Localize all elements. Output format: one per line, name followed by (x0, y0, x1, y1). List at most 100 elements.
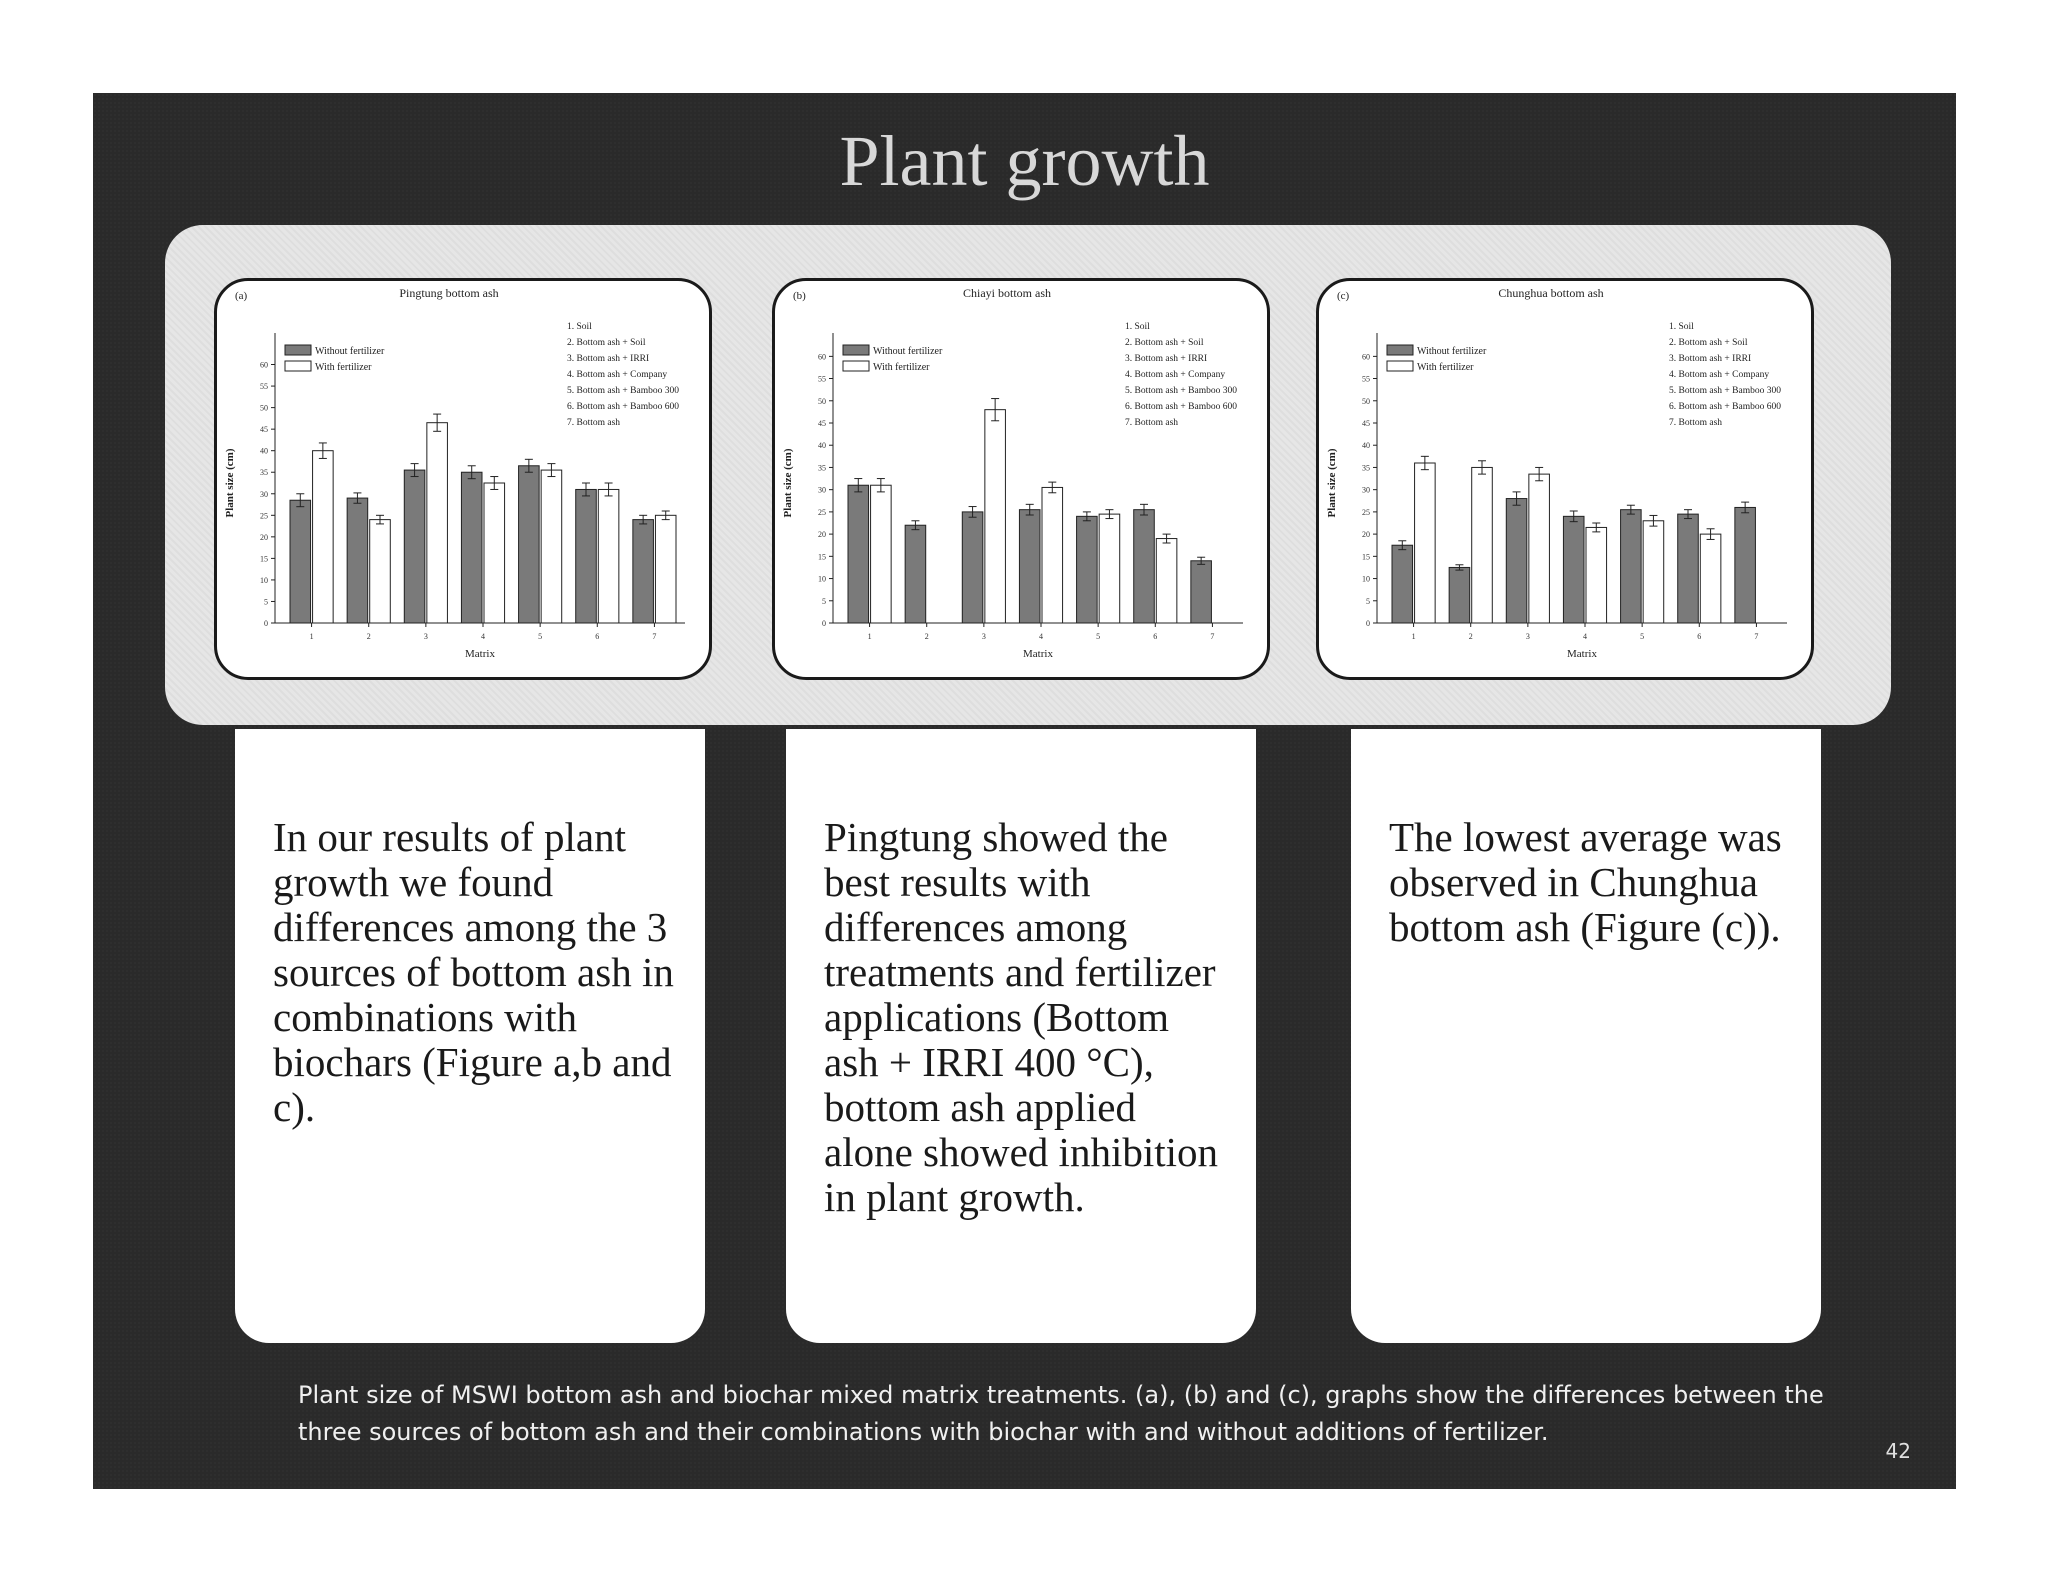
x-tick-label: 4 (1039, 632, 1043, 641)
bar-without-fertilizer (460, 471, 483, 624)
y-tick-label: 10 (818, 575, 826, 584)
x-axis-label: Matrix (1023, 648, 1053, 660)
legend-label: Without fertilizer (315, 346, 385, 357)
x-tick-label: 3 (424, 632, 428, 641)
legend-swatch (1386, 360, 1414, 372)
bar-without-fertilizer (1562, 515, 1585, 624)
y-tick-label: 0 (822, 619, 826, 628)
figure-caption: Plant size of MSWI bottom ash and biocha… (298, 1381, 1824, 1446)
bar-with-fertilizer (1642, 520, 1665, 624)
matrix-legend-item: 4. Bottom ash + Company (1669, 370, 1769, 380)
x-tick-label: 1 (868, 632, 872, 641)
legend-swatch (842, 344, 870, 356)
y-tick-label: 55 (260, 382, 268, 391)
y-tick-label: 50 (1362, 397, 1370, 406)
x-tick-label: 6 (595, 632, 599, 641)
bar-with-fertilizer (426, 422, 448, 624)
slide: Plant growth (a) Pingtung bottom ash 0 5 10 1… (93, 93, 1956, 1489)
legend-label: Without fertilizer (873, 346, 943, 357)
matrix-legend-item: 6. Bottom ash + Bamboo 600 (1669, 402, 1781, 412)
bar-without-fertilizer (1448, 566, 1471, 624)
matrix-legend-item: 7. Bottom ash (1125, 418, 1178, 428)
chart-chunghua: (c) Chunghua bottom ash051015202530354045… (1326, 286, 1787, 660)
text-card-right-body: The lowest average was observed in Chung… (1389, 814, 1782, 950)
bar-without-fertilizer (346, 497, 369, 624)
text-card-right: The lowest average was observed in Chung… (1351, 729, 1821, 1343)
bar-without-fertilizer (1190, 560, 1212, 624)
text-card-left: In our results of plant growth we found … (235, 729, 705, 1343)
y-tick-label: 0 (264, 619, 268, 628)
bar-without-fertilizer (1018, 509, 1041, 624)
page-number: 42 (1885, 1439, 1911, 1463)
matrix-legend-item: 7. Bottom ash (1669, 418, 1722, 428)
legend-swatch (842, 360, 870, 372)
y-axis-label: Plant size (cm) (224, 448, 236, 517)
bar-with-fertilizer (483, 482, 506, 624)
x-tick-label: 6 (1697, 632, 1701, 641)
legend-label: With fertilizer (315, 362, 372, 373)
matrix-legend-item: 1. Soil (567, 322, 592, 332)
y-tick-label: 15 (260, 554, 268, 563)
bar-with-fertilizer (1471, 466, 1493, 624)
y-tick-label: 40 (1362, 441, 1370, 450)
x-tick-label: 4 (1583, 632, 1587, 641)
bar-without-fertilizer (575, 488, 597, 624)
text-card-middle: Pingtung showed the best results with di… (786, 729, 1256, 1343)
x-tick-label: 3 (1526, 632, 1530, 641)
chart-chiayi: (b) Chiayi bottom ash05101520253035404550… (782, 286, 1243, 660)
legend-swatch (284, 360, 312, 372)
bar-without-fertilizer (904, 524, 927, 624)
bar-with-fertilizer (1098, 513, 1121, 624)
chart-card-chunghua: (c) Chunghua bottom ash 0 5 10 15 20 25 30 35 40 45… (1316, 278, 1814, 680)
x-tick-label: 5 (1640, 632, 1644, 641)
matrix-legend-item: 2. Bottom ash + Soil (567, 338, 646, 348)
legend-swatch (1386, 344, 1414, 356)
bar-without-fertilizer (1133, 509, 1155, 624)
legend-label: With fertilizer (1417, 362, 1474, 373)
y-tick-label: 50 (818, 397, 826, 406)
bar-with-fertilizer (1585, 526, 1608, 624)
bar-without-fertilizer (847, 484, 870, 624)
matrix-legend-item: 4. Bottom ash + Company (1125, 370, 1225, 380)
y-tick-label: 15 (818, 552, 826, 561)
matrix-legend-item: 4. Bottom ash + Company (567, 370, 667, 380)
x-tick-label: 2 (1469, 632, 1473, 641)
legend-swatch (284, 344, 312, 356)
legend-label: Without fertilizer (1417, 346, 1487, 357)
matrix-legend-item: 5. Bottom ash + Bamboo 300 (567, 386, 679, 396)
y-tick-label: 60 (260, 361, 268, 370)
bar-with-fertilizer (1155, 538, 1178, 624)
bar-without-fertilizer (1620, 509, 1642, 624)
matrix-legend-item: 1. Soil (1669, 322, 1694, 332)
x-axis-label: Matrix (1567, 648, 1597, 660)
legend-label: With fertilizer (873, 362, 930, 373)
x-tick-label: 7 (1210, 632, 1214, 641)
bar-with-fertilizer (984, 409, 1006, 624)
bar-with-fertilizer (312, 450, 334, 624)
panel-label: (a) (235, 290, 248, 302)
matrix-legend-item: 2. Bottom ash + Soil (1669, 338, 1748, 348)
matrix-legend-item: 3. Bottom ash + IRRI (1125, 354, 1207, 364)
x-tick-label: 2 (367, 632, 371, 641)
chart-title: Chiayi bottom ash (963, 286, 1051, 300)
x-tick-label: 3 (982, 632, 986, 641)
bar-with-fertilizer (1041, 486, 1064, 624)
y-tick-label: 45 (260, 425, 268, 434)
y-tick-label: 25 (818, 508, 826, 517)
panel-label: (b) (793, 290, 806, 302)
y-axis-label: Plant size (cm) (782, 448, 794, 517)
chart-card-chiayi: (b) Chiayi bottom ash 0 5 10 15 20 25 30 35 40 45 50… (772, 278, 1270, 680)
y-tick-label: 20 (818, 530, 826, 539)
bar-with-fertilizer (1699, 533, 1722, 624)
matrix-legend-item: 3. Bottom ash + IRRI (1669, 354, 1751, 364)
bar-with-fertilizer (1528, 473, 1550, 624)
chart-title: Chunghua bottom ash (1498, 286, 1603, 300)
y-tick-label: 35 (260, 468, 268, 477)
matrix-legend-item: 6. Bottom ash + Bamboo 600 (1125, 402, 1237, 412)
y-tick-label: 5 (1366, 597, 1370, 606)
y-tick-label: 40 (818, 441, 826, 450)
bar-with-fertilizer (870, 484, 892, 624)
x-tick-label: 6 (1153, 632, 1157, 641)
y-tick-label: 60 (818, 352, 826, 361)
y-tick-label: 50 (260, 404, 268, 413)
